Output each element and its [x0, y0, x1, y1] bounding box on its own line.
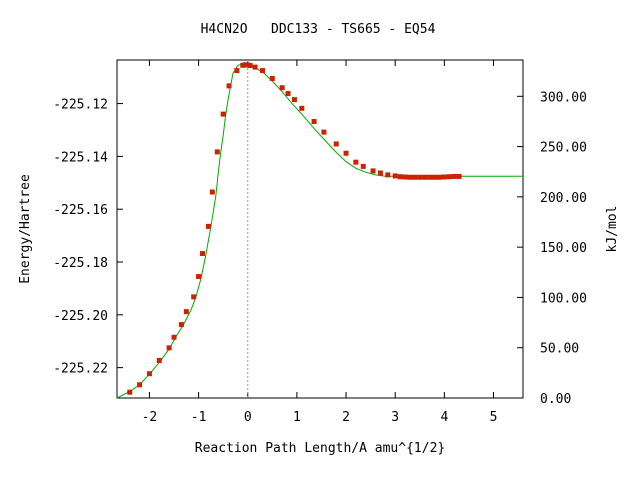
data-point [252, 64, 258, 70]
y-tick-label: -225.20 [53, 309, 108, 324]
data-point [427, 174, 433, 180]
data-point [417, 174, 423, 180]
data-point [333, 141, 339, 147]
x-tick-label: 0 [244, 410, 252, 425]
data-point [146, 371, 152, 377]
y-tick-label: -225.22 [53, 362, 108, 377]
data-point [432, 174, 438, 180]
data-point [370, 168, 376, 174]
data-point [311, 119, 317, 125]
data-point [436, 174, 442, 180]
y2-axis-label: kJ/mol [605, 206, 620, 253]
data-point [183, 309, 189, 315]
y2-tick-label: 0.00 [540, 392, 571, 407]
data-point [285, 91, 291, 97]
y2-tick-label: 50.00 [540, 342, 579, 357]
data-point [279, 85, 285, 91]
data-point [377, 170, 383, 176]
data-point [392, 173, 398, 179]
x-axis-label: Reaction Path Length/A amu^{1/2} [195, 441, 445, 456]
data-point [299, 105, 305, 111]
y-tick-label: -225.16 [53, 203, 108, 218]
data-point [166, 345, 172, 351]
data-point [205, 223, 211, 229]
data-point [214, 149, 220, 155]
data-point [446, 174, 452, 180]
y-axis-label: Energy/Hartree [18, 174, 33, 284]
data-point [397, 174, 403, 180]
x-tick-label: 5 [490, 410, 498, 425]
x-tick-label: 4 [440, 410, 448, 425]
data-point [200, 251, 206, 257]
data-point [441, 174, 447, 180]
data-point [412, 174, 418, 180]
x-tick-label: 1 [293, 410, 301, 425]
data-point [407, 174, 413, 180]
chart-title: H4CN2O DDC133 - TS665 - EQ54 [201, 22, 436, 37]
data-point [402, 174, 408, 180]
data-point [156, 358, 162, 364]
y-tick-label: -225.14 [53, 150, 108, 165]
y2-tick-label: 150.00 [540, 241, 587, 256]
data-point [269, 75, 275, 81]
data-point [137, 382, 143, 388]
data-point [259, 68, 265, 74]
data-point [226, 83, 232, 89]
data-point [247, 63, 253, 69]
energy-curve [116, 63, 523, 399]
x-tick-label: -2 [142, 410, 158, 425]
data-point [385, 172, 391, 178]
data-point [321, 129, 327, 135]
x-tick-label: -1 [191, 410, 207, 425]
data-point [353, 159, 359, 165]
data-point [178, 322, 184, 328]
data-point [343, 150, 349, 156]
plot-frame [116, 59, 524, 399]
series-layer [116, 62, 523, 399]
data-point [451, 173, 457, 179]
axes-layer: -2 -1 0 1 2 3 4 5 -225.12 -225.14 -225.16 -225.18 -2… [53, 60, 587, 425]
data-point [234, 68, 240, 74]
y-tick-label: -225.12 [53, 98, 108, 113]
data-point [220, 111, 226, 117]
data-point [422, 174, 428, 180]
y2-tick-label: 250.00 [540, 141, 587, 156]
data-point [456, 173, 462, 179]
data-point [196, 274, 202, 280]
y2-tick-label: 300.00 [540, 90, 587, 105]
data-point [291, 97, 297, 103]
x-tick-label: 2 [342, 410, 350, 425]
data-point [127, 389, 133, 395]
data-point [209, 189, 215, 195]
y2-tick-label: 200.00 [540, 191, 587, 206]
y-tick-label: -225.18 [53, 256, 108, 271]
data-point [171, 334, 177, 340]
y2-tick-label: 100.00 [540, 291, 587, 306]
data-point [191, 294, 197, 300]
x-tick-label: 3 [391, 410, 399, 425]
data-point [360, 163, 366, 169]
